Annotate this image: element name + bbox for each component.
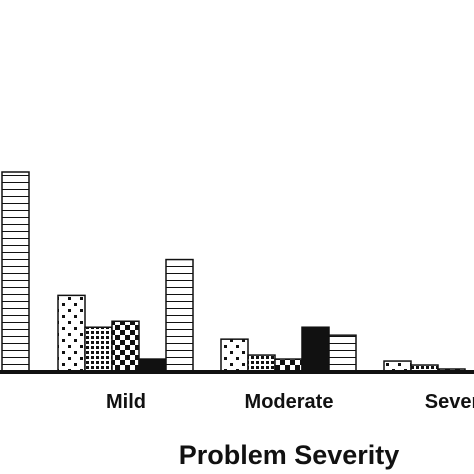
bar-moderate-dense-grid [247, 354, 276, 372]
bar-severe-sparse-dots [383, 360, 412, 372]
x-tick-label: Moderate [245, 391, 334, 413]
bar-mild-sparse-dots [57, 294, 86, 372]
bar-mild-solid-black [138, 358, 167, 372]
bar-moderate-horizontal-lines [328, 334, 357, 372]
x-axis-title: Problem Severity [179, 440, 400, 470]
x-tick-label: Sever [425, 391, 474, 413]
bar-mild-horizontal-lines [165, 258, 194, 372]
bars-layer [1, 171, 466, 372]
x-tick-labels: Mild Moderate Sever [106, 391, 474, 413]
bar-mild-checkerboard [111, 320, 140, 372]
bar-moderate-checkerboard [274, 358, 303, 372]
bar-first-horizontal-lines [1, 171, 30, 372]
x-tick-label: Mild [106, 391, 146, 413]
bar-moderate-solid-black [301, 326, 330, 372]
bar-mild-dense-grid [84, 326, 113, 372]
bar-moderate-sparse-dots [220, 338, 249, 372]
